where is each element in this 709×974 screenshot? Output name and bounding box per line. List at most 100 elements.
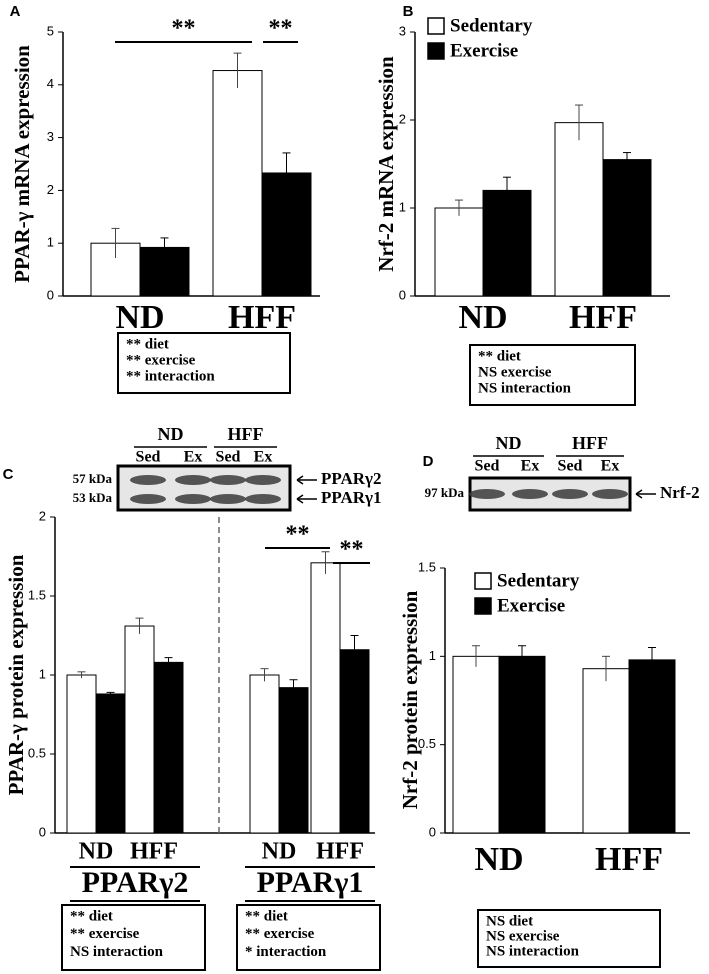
bar [498, 655, 546, 834]
bar [602, 159, 652, 297]
stats-line: ** diet [70, 908, 113, 924]
blot-group-label: HFF [228, 424, 264, 444]
blot-lane-label: Ex [254, 449, 273, 466]
significance-label: ** [172, 16, 196, 42]
stats-line: NS interaction [478, 380, 572, 396]
blot-target: Nrf-2 [660, 483, 700, 502]
x-category-label: ND [474, 841, 523, 878]
x-category-label: HFF [595, 841, 663, 878]
stats-line: * interaction [245, 944, 327, 960]
stats-line: ** diet [126, 336, 169, 352]
significance-label: ** [269, 16, 293, 42]
y-tick-label: 4 [47, 76, 54, 91]
blot-group-label: HFF [572, 433, 608, 453]
legend-label: Sedentary [497, 570, 580, 591]
bar [153, 661, 184, 834]
error-bar [233, 52, 242, 88]
blot-lane-label: Ex [184, 449, 203, 466]
bar [278, 687, 309, 834]
x-category-label: ND [115, 299, 164, 336]
y-tick-label: 0 [429, 824, 436, 839]
blot-target: PPARγ1 [321, 488, 382, 507]
group-label: PPARγ2 [82, 866, 189, 899]
y-tick-label: 0 [39, 824, 46, 839]
error-bar [321, 551, 330, 574]
stats-box [469, 344, 636, 406]
blot-band [245, 494, 281, 504]
bar [95, 693, 126, 834]
error-bar [648, 647, 656, 673]
y-tick-label: 2 [39, 508, 46, 523]
panel-letter: B [403, 3, 414, 20]
error-bar [160, 237, 169, 257]
bar [434, 207, 484, 297]
legend-swatch [427, 42, 445, 60]
y-axis-label: Nrf-2 protein expression [398, 590, 422, 809]
error-bar [135, 617, 144, 634]
error-bar [260, 668, 269, 682]
blot-lane-label: Sed [475, 458, 500, 475]
bar [310, 562, 341, 834]
error-bar [289, 679, 298, 696]
blot-band [210, 475, 246, 485]
stats-line: NS diet [486, 913, 533, 929]
x-category-label: HFF [228, 299, 296, 336]
blot-target: PPARγ2 [321, 469, 382, 488]
error-bar [575, 104, 583, 141]
error-bar [350, 635, 359, 664]
y-tick-label: 2 [399, 111, 406, 126]
y-axis-label: PPAR-γ protein expression [4, 554, 28, 795]
bar [452, 655, 500, 834]
bar [554, 122, 604, 297]
y-tick-label: 1.5 [418, 559, 436, 574]
error-bar [623, 152, 631, 167]
y-tick-label: 3 [399, 23, 406, 38]
y-tick-label: 0.5 [418, 736, 436, 751]
stats-box [236, 904, 381, 971]
error-bar [77, 671, 86, 679]
error-bar [455, 199, 463, 216]
bar [66, 674, 97, 834]
y-axis-label: Nrf-2 mRNA expression [374, 56, 398, 272]
significance-label: ** [340, 537, 364, 563]
y-tick-label: 1.5 [28, 587, 46, 602]
error-bar [503, 176, 511, 204]
blot-band-size: 97 kDa [425, 485, 465, 500]
blot-band [210, 494, 246, 504]
y-tick-label: 3 [47, 129, 54, 144]
legend-label: Exercise [450, 40, 518, 61]
error-bar [282, 152, 291, 194]
blot-band [130, 494, 166, 504]
stats-line: NS interaction [70, 944, 164, 960]
stats-line: ** diet [478, 348, 521, 364]
stats-box [117, 332, 291, 394]
y-tick-label: 1 [399, 199, 406, 214]
blot-band-size: 57 kDa [73, 471, 113, 486]
bar [124, 625, 155, 834]
blot-band-size: 53 kDa [73, 490, 113, 505]
error-bar [106, 691, 115, 696]
blot-group-label: ND [158, 424, 184, 444]
y-tick-label: 0 [399, 287, 406, 302]
blot-lane-label: Sed [216, 449, 241, 466]
blot-arrow-head [296, 494, 304, 504]
stats-box [61, 904, 206, 971]
y-tick-label: 1 [429, 648, 436, 663]
blot-arrow-head [635, 489, 643, 499]
blot-lane-label: Ex [601, 458, 620, 475]
bar [212, 70, 263, 297]
legend-swatch [427, 17, 445, 35]
stats-line: ** interaction [126, 368, 215, 384]
significance-label: ** [286, 522, 310, 548]
y-tick-label: 2 [47, 182, 54, 197]
blot-band [512, 489, 548, 499]
y-tick-label: 0 [47, 287, 54, 302]
panel-letter: C [3, 466, 14, 483]
blot-group-label: ND [496, 433, 522, 453]
stats-line: ** exercise [126, 352, 196, 368]
x-category-label: ND [262, 839, 297, 865]
bar [339, 649, 370, 834]
error-bar [164, 657, 173, 668]
x-category-label: HFF [316, 839, 364, 865]
stats-line: NS exercise [478, 364, 552, 380]
